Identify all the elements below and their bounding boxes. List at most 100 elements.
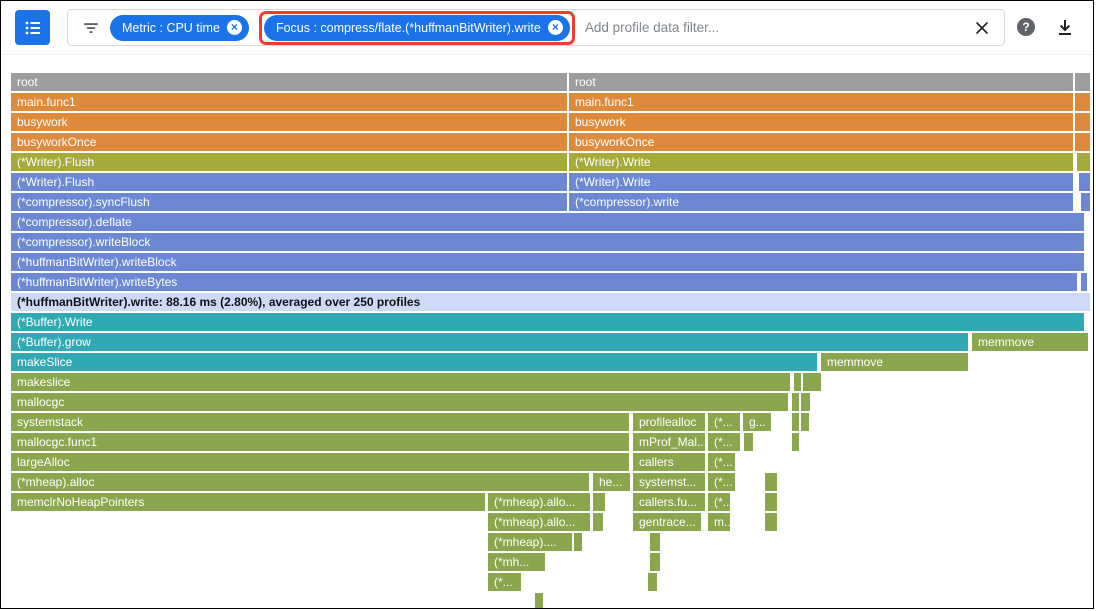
flame-segment[interactable]: mallocgc	[11, 393, 788, 411]
flame-segment[interactable]: mProf_Mal...	[633, 433, 705, 451]
flame-segment[interactable]	[801, 413, 809, 431]
flame-segment[interactable]: main.func1	[11, 93, 567, 111]
flame-segment[interactable]: (*Writer).Write	[569, 153, 1073, 171]
flame-segment[interactable]: systemst...	[633, 473, 705, 491]
list-view-button[interactable]	[15, 10, 50, 45]
flame-segment[interactable]	[792, 433, 799, 451]
clear-filters-icon[interactable]	[974, 20, 990, 36]
flame-segment[interactable]	[1081, 193, 1090, 211]
flame-segment[interactable]: systemstack	[11, 413, 629, 431]
flame-segment[interactable]	[650, 553, 660, 571]
flame-segment[interactable]: (*...	[708, 433, 740, 451]
flame-row: (*mheap)....	[11, 533, 1091, 553]
flame-segment-label: (*mh...	[494, 555, 530, 569]
flame-segment-label: (*huffmanBitWriter).writeBytes	[17, 275, 178, 289]
focus-filter-chip[interactable]: Focus : compress/flate.(*huffmanBitWrite…	[263, 14, 570, 41]
flame-segment[interactable]: gentrace...	[633, 513, 701, 531]
flame-segment[interactable]	[1077, 153, 1090, 171]
flame-segment[interactable]	[574, 533, 582, 551]
flame-segment[interactable]: (*compressor).write	[569, 193, 1073, 211]
flame-segment[interactable]	[801, 393, 810, 411]
flame-segment[interactable]: root	[569, 73, 1073, 91]
flame-segment-label: main.func1	[17, 95, 76, 109]
flame-segment[interactable]: makeslice	[11, 373, 790, 391]
flame-segment[interactable]: busyworkOnce	[569, 133, 1073, 151]
flame-segment[interactable]	[765, 473, 777, 491]
flame-segment[interactable]	[1079, 173, 1090, 191]
flame-segment[interactable]: g...	[743, 413, 771, 431]
flame-segment[interactable]: (*...	[708, 493, 730, 511]
flame-segment[interactable]: largeAlloc	[11, 453, 629, 471]
flame-segment[interactable]: (*...	[708, 453, 735, 471]
flame-segment[interactable]: memmove	[972, 333, 1088, 351]
flame-segment[interactable]: m...	[708, 513, 730, 531]
flame-segment-label: busyworkOnce	[575, 135, 655, 149]
flame-segment[interactable]: mallocgc.func1	[11, 433, 629, 451]
flame-segment[interactable]	[1075, 113, 1090, 131]
flame-segment[interactable]: (*huffmanBitWriter).writeBlock	[11, 253, 1084, 271]
flame-row: largeAlloc callers (*...	[11, 453, 1091, 473]
flame-row: makeslice	[11, 373, 1091, 393]
flame-segment[interactable]	[1075, 73, 1090, 91]
flame-segment[interactable]: (*Writer).Flush	[11, 153, 567, 171]
flame-segment[interactable]: (*compressor).deflate	[11, 213, 1084, 231]
flame-segment[interactable]: (*Writer).Write	[569, 173, 1073, 191]
flame-segment[interactable]: memmove	[821, 353, 968, 371]
flame-segment[interactable]: memclrNoHeapPointers	[11, 493, 485, 511]
metric-filter-chip[interactable]: Metric : CPU time ×	[110, 14, 249, 41]
flame-segment[interactable]: busyworkOnce	[11, 133, 567, 151]
flame-segment[interactable]	[648, 573, 657, 591]
focus-chip-remove-icon[interactable]: ×	[547, 20, 563, 35]
flame-segment[interactable]: (*Buffer).grow	[11, 333, 968, 351]
flame-segment[interactable]	[803, 373, 821, 391]
flame-segment[interactable]	[765, 493, 777, 511]
flame-segment[interactable]: root	[11, 73, 567, 91]
flame-segment[interactable]: (*mheap).allo...	[488, 493, 590, 511]
flame-segment[interactable]: makeSlice	[11, 353, 817, 371]
flame-segment-label: makeSlice	[17, 355, 73, 369]
flame-segment[interactable]	[1075, 93, 1090, 111]
flame-segment[interactable]: (*Writer).Flush	[11, 173, 567, 191]
flame-segment[interactable]: main.func1	[569, 93, 1073, 111]
flame-segment-label: (*Writer).Write	[575, 175, 651, 189]
flame-segment[interactable]: (*...	[708, 473, 735, 491]
flame-segment[interactable]	[765, 513, 777, 531]
download-icon[interactable]	[1056, 18, 1074, 37]
flame-segment[interactable]: busywork	[11, 113, 567, 131]
flame-segment[interactable]: (*compressor).syncFlush	[11, 193, 567, 211]
flame-segment[interactable]: (*...	[708, 413, 740, 431]
flame-segment[interactable]: (*...	[488, 573, 521, 591]
flame-segment[interactable]: callers	[633, 453, 705, 471]
flame-segment-label: (*huffmanBitWriter).writeBlock	[17, 255, 177, 269]
help-icon[interactable]: ?	[1017, 18, 1035, 36]
filter-input[interactable]	[584, 20, 964, 35]
flame-segment[interactable]	[792, 413, 799, 431]
flame-segment[interactable]: busywork	[569, 113, 1073, 131]
flame-segment[interactable]: (*mheap).alloc	[11, 473, 589, 491]
flame-segment[interactable]	[535, 593, 543, 608]
flame-segment[interactable]	[593, 493, 605, 511]
flame-segment[interactable]: (*huffmanBitWriter).writeBytes	[11, 273, 1077, 291]
flame-segment[interactable]: profilealloc	[633, 413, 705, 431]
list-icon	[25, 21, 40, 34]
flame-segment-label: (*huffmanBitWriter).write: 88.16 ms (2.8…	[17, 295, 421, 309]
flame-segment[interactable]	[593, 513, 603, 531]
metric-chip-remove-icon[interactable]: ×	[226, 20, 242, 35]
flame-segment[interactable]: (*compressor).writeBlock	[11, 233, 1084, 251]
flame-segment-focused[interactable]: (*huffmanBitWriter).write: 88.16 ms (2.8…	[11, 293, 1090, 311]
flame-segment[interactable]	[650, 533, 660, 551]
flame-segment[interactable]	[1075, 133, 1090, 151]
flame-row: (*huffmanBitWriter).writeBlock	[11, 253, 1091, 273]
flame-segment[interactable]: (*mheap).allo...	[488, 513, 590, 531]
flame-segment[interactable]: (*mheap)....	[488, 533, 572, 551]
flame-segment[interactable]: he...	[593, 473, 630, 491]
flame-segment[interactable]: callers.fu...	[633, 493, 705, 511]
flame-segment[interactable]	[794, 373, 801, 391]
filter-bar[interactable]: Metric : CPU time × Focus : compress/fla…	[67, 9, 1005, 46]
flame-segment-label: (*Writer).Write	[575, 155, 651, 169]
flame-segment[interactable]	[792, 393, 799, 411]
flame-segment[interactable]: (*mh...	[488, 553, 545, 571]
flame-segment[interactable]	[1081, 273, 1087, 291]
flame-segment[interactable]	[744, 433, 753, 451]
flame-segment[interactable]: (*Buffer).Write	[11, 313, 1084, 331]
